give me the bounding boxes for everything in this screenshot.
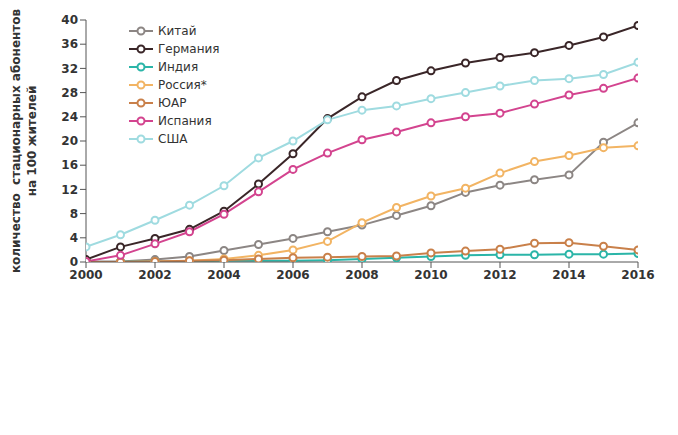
- html-text:Россия*: Россия*: [158, 78, 207, 92]
- svg-text:40: 40: [61, 13, 78, 27]
- svg-text:16: 16: [61, 158, 78, 172]
- svg-text:количество стационарных абоне: количество стационарных абонентов: [9, 8, 23, 273]
- html-text:Индия: Индия: [158, 60, 199, 74]
- svg-text:2010: 2010: [414, 268, 447, 282]
- html-text:ЮАР: ЮАР: [158, 96, 187, 110]
- svg-text:на 100 жителей: на 100 жителей: [25, 86, 39, 197]
- svg-text:8: 8: [70, 207, 78, 221]
- svg-text:2004: 2004: [207, 268, 240, 282]
- svg-text:2016: 2016: [621, 268, 654, 282]
- svg-text:20: 20: [61, 134, 78, 148]
- html-text:США: США: [158, 132, 188, 146]
- svg-text:0: 0: [70, 255, 78, 269]
- svg-text:36: 36: [61, 37, 78, 51]
- svg-text:2002: 2002: [138, 268, 171, 282]
- html-text:Испания: Испания: [158, 114, 212, 128]
- svg-text:24: 24: [61, 110, 78, 124]
- html-text:Китай: Китай: [158, 24, 197, 38]
- svg-text:2012: 2012: [483, 268, 516, 282]
- html-text:Германия: Германия: [158, 42, 220, 56]
- svg-text:32: 32: [61, 62, 78, 76]
- svg-text:28: 28: [61, 86, 78, 100]
- svg-text:4: 4: [70, 231, 78, 245]
- svg-text:2000: 2000: [69, 268, 102, 282]
- svg-text:2014: 2014: [552, 268, 585, 282]
- svg-text:12: 12: [61, 183, 78, 197]
- svg-text:2006: 2006: [276, 268, 309, 282]
- svg-text:2008: 2008: [345, 268, 378, 282]
